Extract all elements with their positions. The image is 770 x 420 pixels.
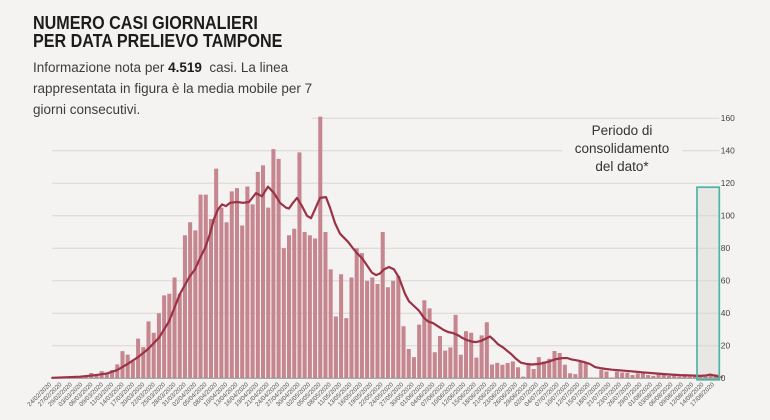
svg-text:0: 0 (721, 373, 726, 383)
svg-text:120: 120 (721, 178, 735, 188)
svg-text:100: 100 (721, 211, 735, 221)
svg-text:20: 20 (721, 341, 731, 351)
svg-text:80: 80 (721, 243, 731, 253)
svg-text:60: 60 (721, 276, 731, 286)
svg-text:140: 140 (721, 146, 735, 156)
svg-text:40: 40 (721, 308, 731, 318)
svg-text:160: 160 (721, 113, 735, 123)
